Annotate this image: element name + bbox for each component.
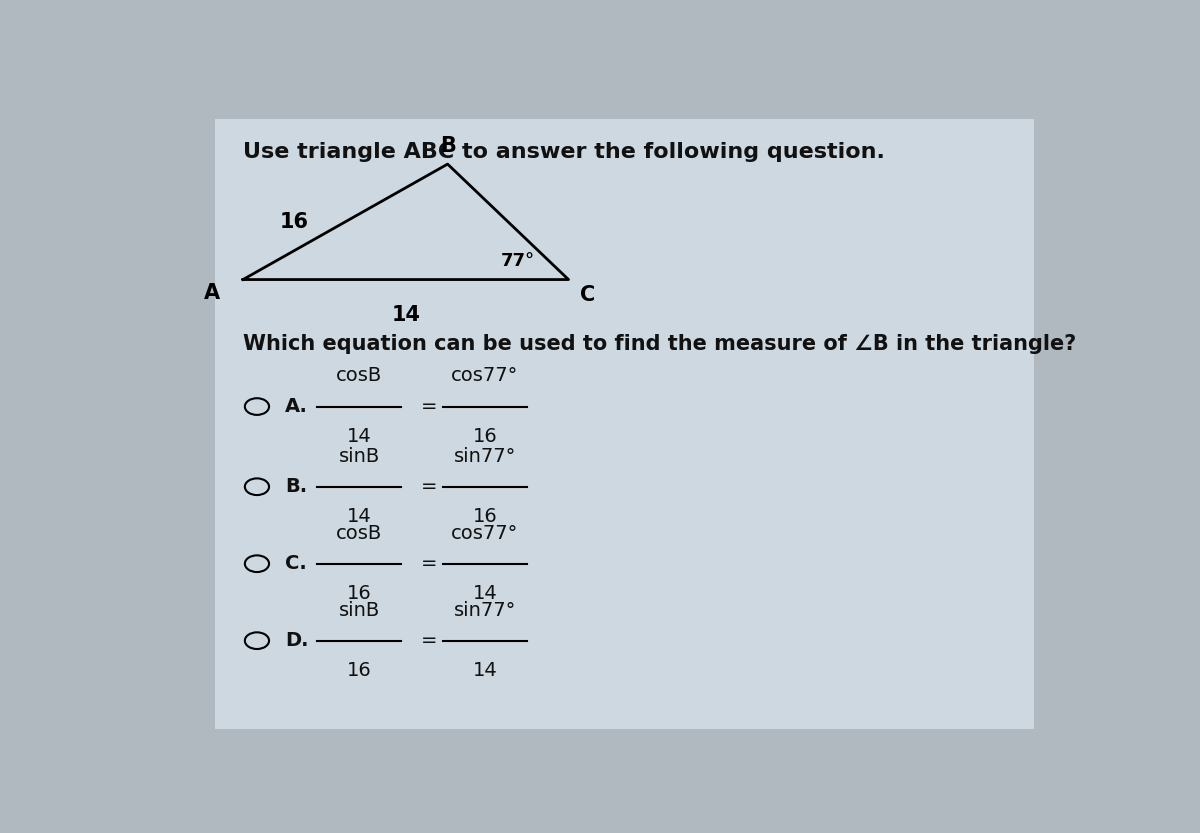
Text: B: B	[439, 137, 456, 157]
Text: cos77°: cos77°	[451, 523, 518, 542]
Text: =: =	[421, 554, 437, 573]
Text: C: C	[580, 285, 595, 305]
Text: 16: 16	[347, 584, 372, 603]
Text: cosB: cosB	[336, 367, 383, 386]
Text: 16: 16	[347, 661, 372, 681]
Text: sinB: sinB	[338, 446, 380, 466]
FancyBboxPatch shape	[215, 119, 1033, 729]
Text: 77°: 77°	[500, 252, 534, 270]
Text: sin77°: sin77°	[454, 446, 516, 466]
Text: =: =	[421, 397, 437, 416]
Text: =: =	[421, 477, 437, 496]
Text: C.: C.	[284, 554, 307, 573]
Text: 14: 14	[473, 584, 497, 603]
Text: A: A	[204, 282, 220, 302]
Text: 14: 14	[391, 305, 420, 325]
Text: 16: 16	[473, 427, 497, 446]
Text: 16: 16	[473, 507, 497, 526]
Text: 14: 14	[473, 661, 497, 681]
Text: Use triangle ABC to answer the following question.: Use triangle ABC to answer the following…	[242, 142, 884, 162]
Text: sinB: sinB	[338, 601, 380, 620]
Text: B.: B.	[284, 477, 307, 496]
Text: A.: A.	[284, 397, 307, 416]
Text: 16: 16	[280, 212, 308, 232]
Text: 14: 14	[347, 507, 372, 526]
Text: Which equation can be used to find the measure of ∠B in the triangle?: Which equation can be used to find the m…	[242, 334, 1076, 354]
Text: cos77°: cos77°	[451, 367, 518, 386]
Text: D.: D.	[284, 631, 308, 651]
Text: sin77°: sin77°	[454, 601, 516, 620]
Text: 14: 14	[347, 427, 372, 446]
Text: cosB: cosB	[336, 523, 383, 542]
Text: =: =	[421, 631, 437, 651]
